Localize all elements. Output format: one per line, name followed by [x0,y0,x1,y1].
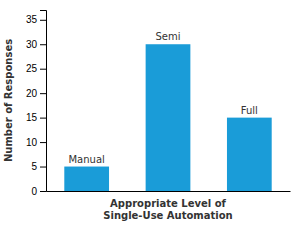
x-axis-title-line: Appropriate Level of [110,198,226,209]
y-tick-label: 0 [31,186,37,197]
y-tick: 25 [26,63,46,74]
x-axis-title: Appropriate Level ofSingle-Use Automatio… [103,198,232,221]
y-tick-mark [40,191,46,192]
bar-labels: Manual Semi Full [68,31,257,164]
bars [64,44,271,191]
y-axis-title: Number of Responses [3,39,14,162]
x-axis-line [47,191,291,192]
y-tick-label: 35 [26,14,38,25]
y-tick-mark [40,44,46,45]
x-axis-title-line: Single-Use Automation [103,210,232,221]
y-tick: 20 [26,88,46,99]
bar-label: Manual [68,154,104,165]
chart: 0 5 10 15 20 25 30 35 Manual Semi Full Number of Re… [0,0,300,229]
y-tick-label: 10 [26,137,38,148]
y-tick-label: 30 [26,39,38,50]
bar-label: Semi [155,31,180,42]
y-tick-mark [40,167,46,168]
bar [64,167,109,191]
y-tick: 5 [31,161,46,172]
y-tick: 10 [26,137,46,148]
y-tick-label: 5 [31,161,37,172]
y-tick-mark [40,20,46,21]
y-tick-mark [40,142,46,143]
y-tick-mark [40,118,46,119]
y-tick-mark [40,69,46,70]
y-tick-label: 20 [26,88,38,99]
bar-label: Full [241,105,258,116]
y-tick-mark [40,93,46,94]
x-axis [47,191,291,192]
y-tick: 0 [31,186,46,197]
bar [227,118,272,191]
y-tick-label: 25 [26,63,38,74]
y-tick: 15 [26,112,46,123]
y-tick: 35 [26,14,46,25]
y-tick-label: 15 [26,112,38,123]
bar [146,44,191,191]
y-axis: 0 5 10 15 20 25 30 35 [26,11,47,197]
y-tick: 30 [26,39,46,50]
plot: 0 5 10 15 20 25 30 35 Manual Semi Full [26,11,291,197]
y-axis-line [40,11,47,192]
